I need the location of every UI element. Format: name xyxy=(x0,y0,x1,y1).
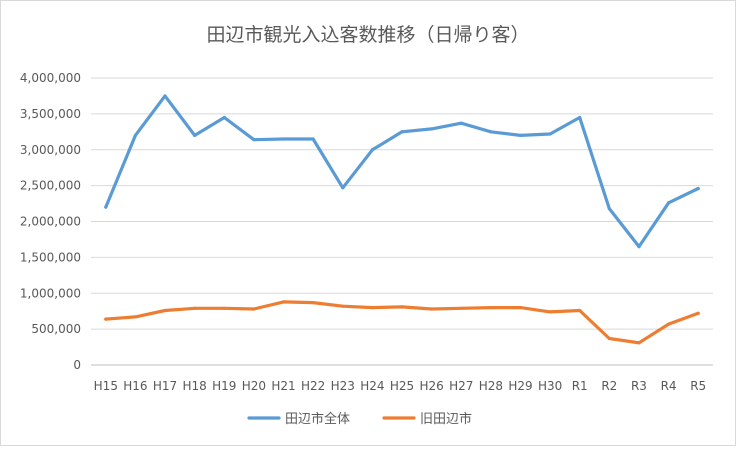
data-point xyxy=(548,132,552,136)
data-point xyxy=(252,138,256,142)
data-point xyxy=(133,133,138,137)
x-tick-label: R1 xyxy=(572,379,588,393)
data-point xyxy=(696,186,700,191)
data-point xyxy=(163,308,167,313)
x-tick-label: H18 xyxy=(183,379,207,393)
x-tick-label: H27 xyxy=(449,379,473,393)
x-tick-label: H21 xyxy=(271,379,295,393)
data-point xyxy=(193,306,197,310)
data-point xyxy=(341,304,345,308)
data-point xyxy=(400,130,404,134)
data-point xyxy=(548,310,552,314)
data-point xyxy=(489,306,493,310)
x-tick-label: H23 xyxy=(331,379,355,393)
data-point xyxy=(459,306,463,310)
data-point xyxy=(666,322,671,326)
x-tick-label: H29 xyxy=(508,379,532,393)
data-point xyxy=(281,137,286,141)
data-point xyxy=(578,115,582,120)
y-tick-label: 3,000,000 xyxy=(20,143,81,157)
data-point xyxy=(459,121,463,125)
y-tick-label: 500,000 xyxy=(31,322,81,336)
data-point xyxy=(666,201,671,205)
data-point xyxy=(222,115,226,120)
data-point xyxy=(104,317,108,321)
y-tick-label: 2,500,000 xyxy=(20,179,81,193)
y-tick-label: 3,500,000 xyxy=(20,107,81,121)
data-point xyxy=(311,137,315,141)
x-tick-label: H22 xyxy=(301,379,325,393)
chart-title: 田辺市観光入込客数推移（日帰り客） xyxy=(206,24,529,46)
x-tick-label: R3 xyxy=(631,379,647,393)
data-point xyxy=(222,306,226,310)
data-point xyxy=(281,300,286,304)
y-tick-label: 2,000,000 xyxy=(20,215,81,229)
data-point xyxy=(696,311,700,315)
data-point xyxy=(637,341,641,345)
data-point xyxy=(370,148,374,152)
data-point xyxy=(252,307,256,311)
x-tick-label: H26 xyxy=(419,379,443,393)
data-point xyxy=(163,94,167,98)
data-point xyxy=(518,133,523,137)
legend: 田辺市全体 旧田辺市 xyxy=(247,411,472,427)
data-point xyxy=(430,127,434,131)
series-lines xyxy=(104,94,700,345)
series-line-1 xyxy=(104,94,700,249)
data-point xyxy=(637,245,641,249)
x-tick-label: H30 xyxy=(538,379,562,393)
gridlines xyxy=(91,77,713,366)
x-tick-label: H16 xyxy=(123,379,147,393)
x-tick-label: H17 xyxy=(153,379,177,393)
x-tick-label: R4 xyxy=(661,379,677,393)
data-point xyxy=(518,306,523,310)
y-tick-label: 1,500,000 xyxy=(20,250,81,264)
x-tick-label: H19 xyxy=(212,379,236,393)
x-axis-ticks: H15 H16 H17 H18 H19 H20 H21 H22 H23 H24 H25 H26 H27 H… xyxy=(94,379,707,393)
x-tick-label: R2 xyxy=(601,379,617,393)
x-tick-label: R5 xyxy=(690,379,706,393)
data-point xyxy=(133,315,138,319)
y-axis-ticks: 0 500,000 1,000,000 1,500,000 2,000,000 2,500… xyxy=(20,71,81,372)
data-point xyxy=(489,130,493,134)
data-point xyxy=(311,300,315,305)
data-point xyxy=(104,205,108,209)
x-tick-label: H20 xyxy=(242,379,266,393)
data-point xyxy=(400,305,404,309)
y-tick-label: 4,000,000 xyxy=(20,71,81,85)
y-tick-label: 1,000,000 xyxy=(20,286,81,300)
data-point xyxy=(193,133,197,137)
legend-label: 田辺市全体 xyxy=(285,411,350,427)
data-point xyxy=(430,307,434,311)
data-point xyxy=(341,186,345,190)
data-point xyxy=(370,306,374,310)
x-tick-label: H15 xyxy=(94,379,118,393)
legend-label: 旧田辺市 xyxy=(420,411,472,427)
x-tick-label: H25 xyxy=(390,379,414,393)
data-point xyxy=(607,206,611,211)
y-tick-label: 0 xyxy=(73,358,81,372)
x-tick-label: H24 xyxy=(360,379,384,393)
data-point xyxy=(607,336,611,341)
data-point xyxy=(578,308,582,313)
x-tick-label: H28 xyxy=(479,379,503,393)
